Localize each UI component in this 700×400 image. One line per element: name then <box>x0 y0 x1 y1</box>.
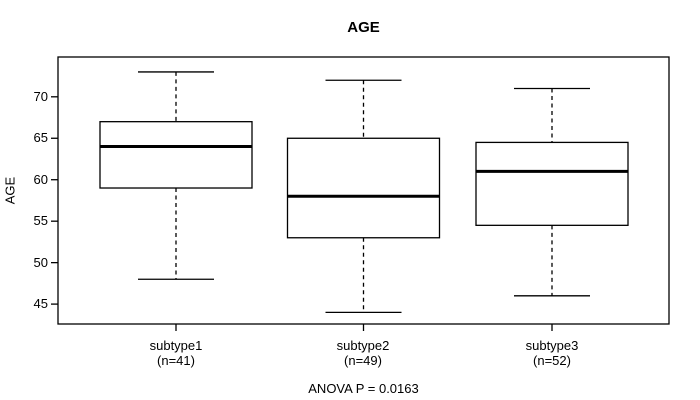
x-category-sublabel: (n=41) <box>157 353 195 368</box>
x-category-subtype3: subtype3 (n=52) <box>477 338 627 368</box>
anova-annotation: ANOVA P = 0.0163 <box>308 381 419 396</box>
y-tick-label-45: 45 <box>33 296 48 311</box>
iqr-box-subtype3 <box>475 141 629 226</box>
iqr-box-subtype1 <box>99 121 253 189</box>
x-category-sublabel: (n=52) <box>533 353 571 368</box>
iqr-box-subtype2 <box>286 137 441 239</box>
y-tick-label-55: 55 <box>33 213 48 228</box>
y-tick-label-50: 50 <box>33 255 48 270</box>
y-tick-label-65: 65 <box>33 130 48 145</box>
plot-border <box>57 56 670 325</box>
x-category-sublabel: (n=49) <box>344 353 382 368</box>
x-category-label: subtype2 <box>336 338 390 353</box>
x-category-label: subtype3 <box>525 338 579 353</box>
y-tick-label-60: 60 <box>33 172 48 187</box>
x-category-subtype1: subtype1 (n=41) <box>101 338 251 368</box>
chart-title: AGE <box>347 19 380 36</box>
x-category-label: subtype1 <box>149 338 203 353</box>
y-tick-label-70: 70 <box>33 89 48 104</box>
x-category-subtype2: subtype2 (n=49) <box>288 338 438 368</box>
